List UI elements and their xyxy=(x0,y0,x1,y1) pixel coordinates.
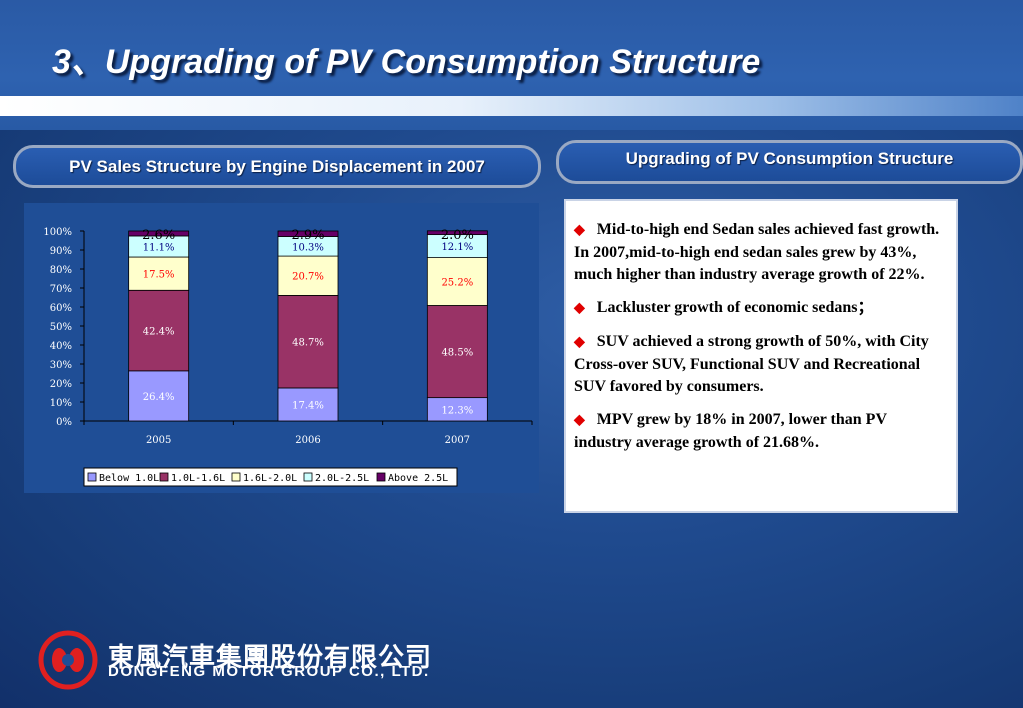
summary-heading: Upgrading of PV Consumption Structure xyxy=(556,140,1023,184)
data-label: 2.9% xyxy=(291,228,324,243)
bar-segment xyxy=(277,387,339,422)
data-label: 48.5% xyxy=(441,348,473,359)
bullet-text: SUV achieved a strong growth of 50%, wit… xyxy=(574,333,929,395)
data-label: 48.7% xyxy=(292,338,324,349)
header-stripe xyxy=(0,96,1023,116)
data-label: 20.7% xyxy=(292,272,324,283)
y-tick-label: 20% xyxy=(50,379,72,390)
legend-swatch xyxy=(87,472,97,482)
diamond-icon: ◆ xyxy=(574,223,585,238)
diamond-icon: ◆ xyxy=(574,413,585,428)
bar-segment xyxy=(128,289,190,372)
bar-segment xyxy=(277,255,339,296)
y-tick-label: 100% xyxy=(43,227,72,238)
chart-panel: 0% 10% 20% 30% 40% 50% 60% 70% 80% 90% 100% 26.4% 42… xyxy=(24,203,539,493)
bullet-item: ◆ MPV grew by 18% in 2007, lower than PV… xyxy=(574,409,948,454)
stacked-bar-chart: 0% 10% 20% 30% 40% 50% 60% 70% 80% 90% 100% 26.4% 42… xyxy=(43,227,533,487)
data-label: 42.4% xyxy=(143,327,175,338)
y-tick-label: 50% xyxy=(50,322,72,333)
y-tick-label: 70% xyxy=(50,284,72,295)
bar-segment xyxy=(128,370,190,422)
legend-swatch xyxy=(376,472,386,482)
y-tick-label: 40% xyxy=(50,341,72,352)
legend-label: 1.6L-2.0L xyxy=(243,473,297,484)
data-label: 25.2% xyxy=(441,278,473,289)
legend-label: Above 2.5L xyxy=(388,473,448,484)
bar-segment xyxy=(277,295,339,389)
bullet-text: MPV grew by 18% in 2007, lower than PV i… xyxy=(574,411,887,451)
data-label: 17.4% xyxy=(292,400,324,411)
chart-legend xyxy=(83,467,458,487)
legend-label: 2.0L-2.5L xyxy=(315,473,369,484)
y-tick-label: 80% xyxy=(50,265,72,276)
summary-textbox: ◆ Mid-to-high end Sedan sales achieved f… xyxy=(564,199,958,513)
company-name-chinese: 東風汽車集團股份有限公司 xyxy=(108,643,433,673)
company-name-english: DONGFENG MOTOR GROUP CO., LTD. xyxy=(108,663,430,680)
data-label: 2.0% xyxy=(441,228,474,243)
data-label: 10.3% xyxy=(292,242,324,253)
y-tick-label: 10% xyxy=(50,398,72,409)
bar-segment xyxy=(426,230,488,236)
data-label: 12.3% xyxy=(441,405,473,416)
data-label: 17.5% xyxy=(143,270,175,281)
legend-label: 1.0L-1.6L xyxy=(171,473,225,484)
chart-heading-label: PV Sales Structure by Engine Displacemen… xyxy=(69,156,485,176)
data-label: 2.6% xyxy=(142,228,175,243)
chart-heading: PV Sales Structure by Engine Displacemen… xyxy=(13,145,541,188)
bullet-text: Mid-to-high end Sedan sales achieved fas… xyxy=(574,221,940,283)
diamond-icon: ◆ xyxy=(574,335,585,350)
legend-swatch xyxy=(159,472,169,482)
dongfeng-logo-icon xyxy=(38,630,98,690)
data-label: 12.1% xyxy=(441,242,473,253)
diamond-icon: ◆ xyxy=(574,301,585,316)
bar-segment xyxy=(128,256,190,291)
x-tick-label: 2005 xyxy=(146,435,171,446)
x-tick-label: 2006 xyxy=(295,435,320,446)
legend-label: Below 1.0L xyxy=(99,473,159,484)
bar-segment xyxy=(426,257,488,306)
bullet-item: ◆ Lackluster growth of economic sedans； xyxy=(574,297,948,320)
bar-segment xyxy=(426,305,488,399)
bar-segment xyxy=(128,230,190,237)
page-title: 3、Upgrading of PV Consumption Structure xyxy=(52,43,761,81)
bullet-item: ◆ Mid-to-high end Sedan sales achieved f… xyxy=(574,219,948,286)
bullet-item: ◆ SUV achieved a strong growth of 50%, w… xyxy=(574,331,948,398)
y-tick-label: 0% xyxy=(56,417,72,428)
y-tick-label: 90% xyxy=(50,246,72,257)
x-tick-label: 2007 xyxy=(445,435,470,446)
data-label: 11.1% xyxy=(143,242,175,253)
y-tick-label: 60% xyxy=(50,303,72,314)
bullet-text: Lackluster growth of economic sedans； xyxy=(596,299,874,316)
legend-swatch xyxy=(231,472,241,482)
bar-segment xyxy=(277,230,339,237)
y-tick-label: 30% xyxy=(50,360,72,371)
data-label: 26.4% xyxy=(143,392,175,403)
legend-swatch xyxy=(303,472,313,482)
summary-heading-label: Upgrading of PV Consumption Structure xyxy=(625,149,954,168)
